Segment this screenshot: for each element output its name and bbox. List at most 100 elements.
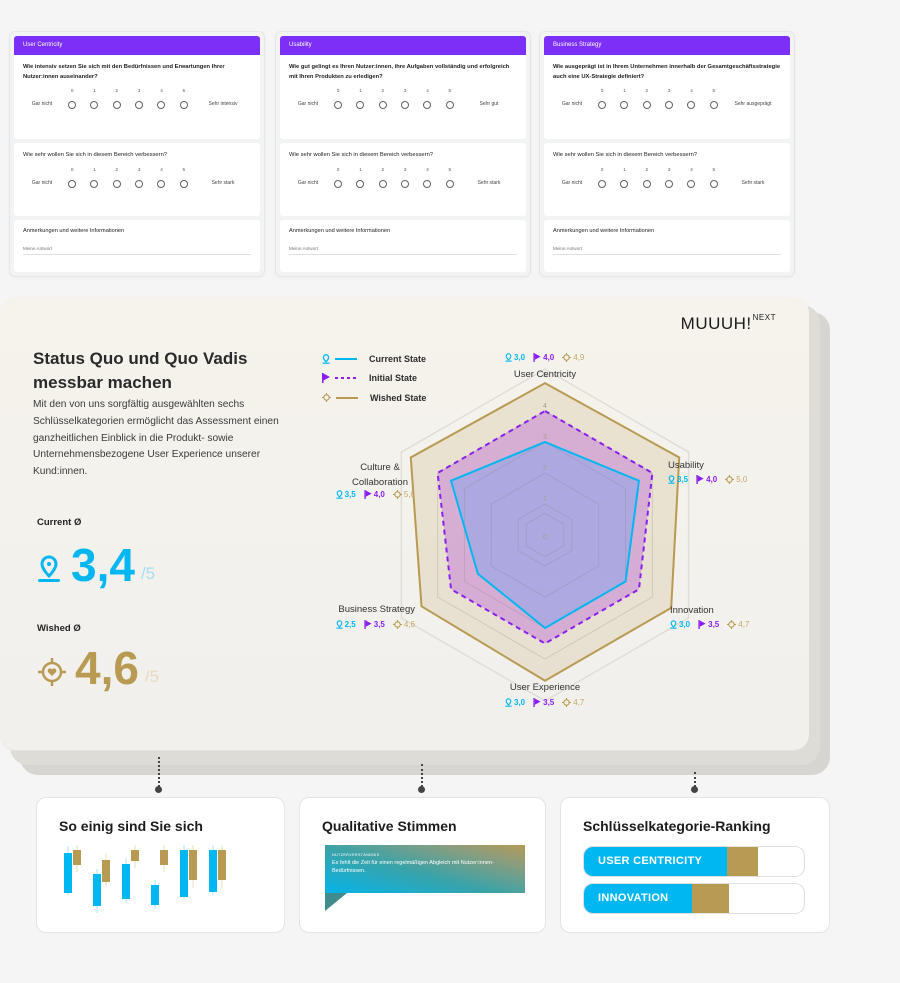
current-fill bbox=[584, 847, 727, 876]
scale-number: 5 bbox=[712, 88, 716, 93]
flag-icon bbox=[696, 475, 704, 484]
scale-number: 4 bbox=[690, 166, 693, 172]
radio-option[interactable] bbox=[112, 179, 121, 188]
scale-number: 0 bbox=[600, 88, 604, 93]
improvement-question: Wie sehr wollen Sie sich in diesem Berei… bbox=[544, 143, 790, 216]
scale-number: 3 bbox=[667, 166, 671, 172]
connector-dot bbox=[155, 786, 162, 793]
notes-input[interactable]: Meine Antwort bbox=[289, 246, 517, 255]
location-pin-icon bbox=[336, 620, 343, 629]
flag-icon bbox=[364, 490, 372, 499]
radio-option[interactable] bbox=[665, 179, 674, 188]
rating-question: Wie intensiv setzen Sie sich mit den Bed… bbox=[14, 55, 260, 139]
current-fill bbox=[584, 884, 692, 913]
current-average-label: Current Ø bbox=[37, 517, 82, 528]
ranking-card[interactable]: Schlüsselkategorie-Ranking USER CENTRICI… bbox=[560, 797, 830, 933]
ranking-bar[interactable]: INNOVATION bbox=[583, 883, 805, 914]
location-pin-icon bbox=[668, 475, 675, 484]
radio-option[interactable] bbox=[687, 179, 696, 188]
radio-option[interactable] bbox=[356, 179, 365, 188]
svg-text:5: 5 bbox=[543, 372, 547, 379]
radar-chart: 0 1 2 3 4 5 bbox=[400, 368, 690, 702]
scale-number: 4 bbox=[426, 166, 429, 172]
consensus-card[interactable]: So einig sind Sie sich bbox=[36, 797, 285, 933]
radio-option[interactable] bbox=[709, 179, 718, 188]
scale-number: 2 bbox=[645, 166, 649, 172]
axis-values: 2,5 3,5 4,6 bbox=[336, 620, 415, 629]
radio-option[interactable] bbox=[68, 101, 77, 109]
legend-initial: Initial State bbox=[322, 369, 426, 389]
radio-option[interactable] bbox=[157, 179, 166, 188]
radio-option[interactable] bbox=[90, 101, 99, 109]
radio-option[interactable] bbox=[642, 179, 651, 188]
radio-option[interactable] bbox=[598, 101, 607, 109]
radio-option[interactable] bbox=[709, 101, 718, 109]
scale-number: 5 bbox=[448, 88, 452, 93]
flag-icon bbox=[364, 620, 372, 629]
chart-legend: Current State Initial State Wished State bbox=[322, 349, 426, 408]
target-icon bbox=[392, 490, 402, 499]
radio-option[interactable] bbox=[445, 101, 454, 109]
headline: Status Quo und Quo Vadis messbar machen bbox=[33, 349, 248, 392]
scale-low-label: Gar nicht bbox=[561, 101, 583, 107]
current-average-max: /5 bbox=[140, 564, 156, 583]
radio-option[interactable] bbox=[334, 179, 343, 188]
svg-text:1: 1 bbox=[543, 496, 547, 503]
location-pin-icon bbox=[336, 490, 343, 499]
notes-input[interactable]: Meine Antwort bbox=[23, 246, 251, 255]
axis-label: Business Strategy bbox=[338, 604, 415, 615]
radio-option[interactable] bbox=[598, 179, 607, 188]
quote-category: NUTZERVERSTÄNDNIS bbox=[332, 853, 380, 857]
ranking-label: INNOVATION bbox=[598, 892, 669, 904]
radio-option[interactable] bbox=[135, 179, 144, 188]
radio-option[interactable] bbox=[356, 101, 365, 109]
target-icon bbox=[562, 353, 572, 362]
scale-number: 4 bbox=[690, 88, 693, 93]
radio-option[interactable] bbox=[665, 101, 674, 109]
radio-option[interactable] bbox=[642, 101, 651, 109]
radio-option[interactable] bbox=[334, 101, 343, 109]
scale-low-label: Gar nicht bbox=[561, 179, 583, 186]
radio-option[interactable] bbox=[378, 179, 387, 188]
radio-option[interactable] bbox=[378, 101, 387, 109]
radio-option[interactable] bbox=[90, 179, 99, 188]
flag-icon bbox=[533, 698, 541, 707]
scale-number: 0 bbox=[600, 166, 604, 172]
radio-option[interactable] bbox=[179, 101, 188, 109]
axis-values: 3,5 4,0 5,0 bbox=[668, 475, 747, 484]
wished-fill bbox=[691, 884, 730, 913]
target-icon bbox=[725, 475, 735, 484]
notes-input[interactable]: Meine Antwort bbox=[553, 246, 781, 255]
scale-high-label: Sehr stark bbox=[741, 179, 765, 186]
scale-number: 2 bbox=[115, 166, 119, 172]
radio-option[interactable] bbox=[401, 101, 410, 109]
radio-option[interactable] bbox=[135, 101, 144, 109]
ranking-label: USER CENTRICITY bbox=[598, 855, 703, 867]
scale-number: 0 bbox=[336, 88, 340, 93]
improvement-question: Wie sehr wollen Sie sich in diesem Berei… bbox=[280, 143, 526, 216]
radio-option[interactable] bbox=[401, 179, 410, 188]
description: Mit den von uns sorgfältig ausgewählten … bbox=[33, 399, 279, 478]
scale-low-label: Gar nicht bbox=[297, 101, 319, 107]
target-icon bbox=[392, 620, 402, 629]
radio-option[interactable] bbox=[445, 179, 454, 188]
scale-low-label: Gar nicht bbox=[31, 179, 53, 186]
radio-option[interactable] bbox=[423, 179, 432, 188]
location-pin-icon bbox=[38, 555, 60, 582]
radio-option[interactable] bbox=[179, 179, 188, 188]
scale-number: 1 bbox=[623, 166, 626, 172]
scale-number: 1 bbox=[623, 88, 626, 93]
scale-number: 3 bbox=[403, 166, 407, 172]
radio-option[interactable] bbox=[157, 101, 166, 109]
radio-option[interactable] bbox=[687, 101, 696, 109]
scale-low-label: Gar nicht bbox=[31, 101, 53, 107]
radio-option[interactable] bbox=[620, 101, 629, 109]
radio-option[interactable] bbox=[620, 179, 629, 188]
radio-option[interactable] bbox=[112, 101, 121, 109]
scale-number: 0 bbox=[70, 88, 74, 93]
qualitative-title: Qualitative Stimmen bbox=[322, 818, 457, 834]
radio-option[interactable] bbox=[68, 179, 77, 188]
radio-option[interactable] bbox=[423, 101, 432, 109]
ranking-bar[interactable]: USER CENTRICITY bbox=[583, 846, 805, 877]
qualitative-card[interactable]: Qualitative Stimmen NUTZERVERSTÄNDNIS Es… bbox=[299, 797, 546, 933]
